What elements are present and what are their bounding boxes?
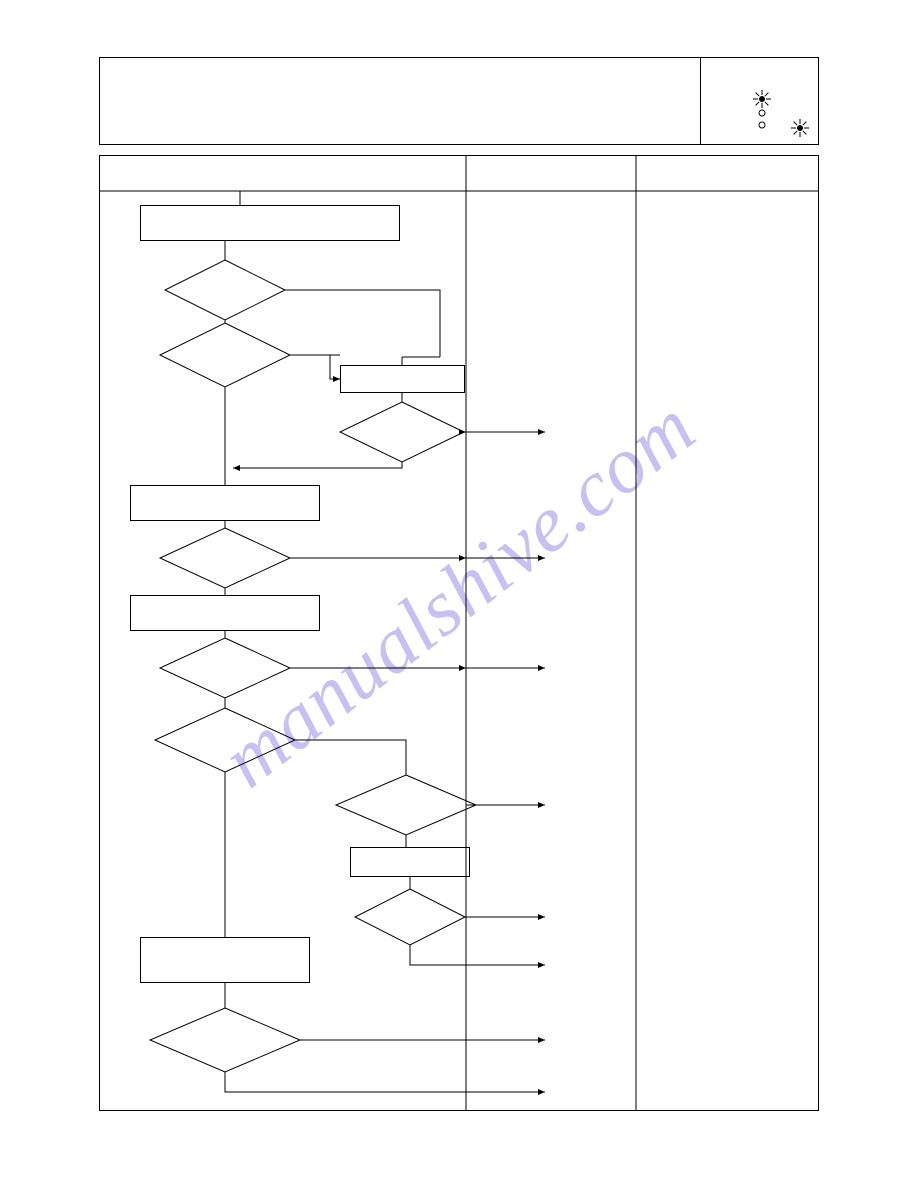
process-2 <box>340 365 465 393</box>
process-3 <box>130 485 320 521</box>
process-5 <box>350 847 470 877</box>
process-6 <box>140 937 310 983</box>
header-icon-cell <box>700 57 819 145</box>
page: manualshive.com <box>0 0 918 1188</box>
process-1 <box>140 205 400 241</box>
process-4 <box>130 595 320 631</box>
